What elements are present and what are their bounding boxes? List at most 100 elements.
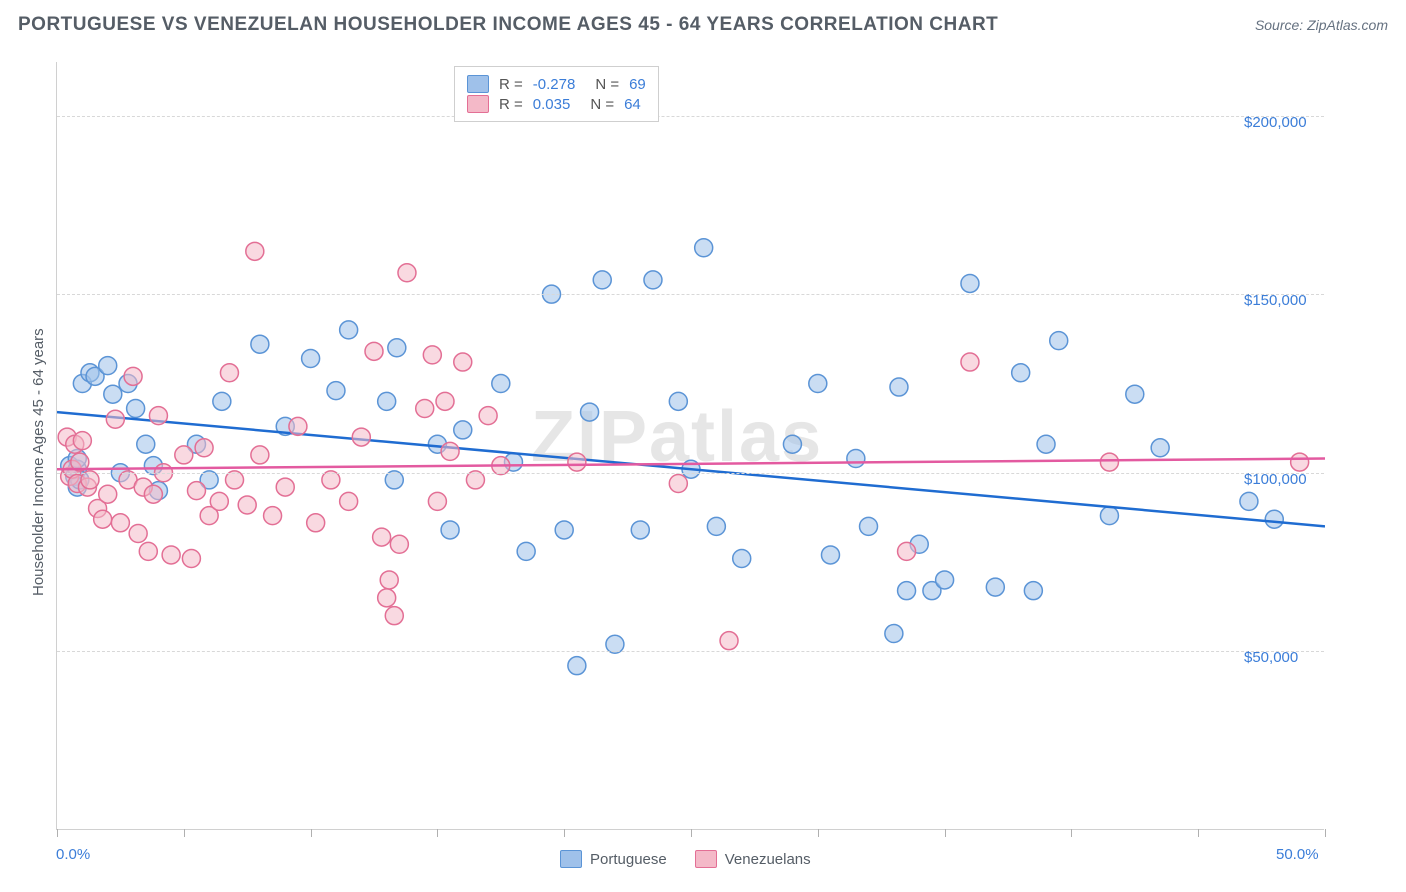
data-point xyxy=(149,407,167,425)
data-point xyxy=(340,321,358,339)
data-point xyxy=(187,482,205,500)
data-point xyxy=(220,364,238,382)
data-point xyxy=(276,478,294,496)
data-point xyxy=(182,550,200,568)
data-point xyxy=(454,421,472,439)
x-tick xyxy=(57,829,58,837)
data-point xyxy=(246,242,264,260)
x-tick xyxy=(945,829,946,837)
x-axis-min-label: 0.0% xyxy=(56,846,90,863)
data-point xyxy=(73,432,91,450)
x-tick xyxy=(437,829,438,837)
data-point xyxy=(129,525,147,543)
x-axis-max-label: 50.0% xyxy=(1276,846,1319,863)
y-tick-label: $100,000 xyxy=(1244,471,1307,488)
data-point xyxy=(1240,492,1258,510)
data-point xyxy=(388,339,406,357)
data-point xyxy=(581,403,599,421)
legend-r-value: 0.035 xyxy=(533,96,571,113)
data-point xyxy=(1265,510,1283,528)
x-tick xyxy=(311,829,312,837)
legend-swatch xyxy=(695,850,717,868)
legend-n-label: N = xyxy=(595,76,619,93)
data-point xyxy=(809,374,827,392)
y-tick-label: $150,000 xyxy=(1244,292,1307,309)
data-point xyxy=(441,442,459,460)
data-point xyxy=(454,353,472,371)
data-point xyxy=(127,399,145,417)
grid-line xyxy=(57,116,1324,117)
x-tick xyxy=(1071,829,1072,837)
x-tick xyxy=(564,829,565,837)
x-tick xyxy=(1198,829,1199,837)
data-point xyxy=(210,492,228,510)
data-point xyxy=(898,542,916,560)
data-point xyxy=(365,342,383,360)
data-point xyxy=(213,392,231,410)
data-point xyxy=(733,550,751,568)
data-point xyxy=(961,274,979,292)
data-point xyxy=(936,571,954,589)
grid-line xyxy=(57,651,1324,652)
data-point xyxy=(517,542,535,560)
legend-n-value: 64 xyxy=(624,96,641,113)
source-attribution: Source: ZipAtlas.com xyxy=(1255,17,1388,33)
data-point xyxy=(479,407,497,425)
data-point xyxy=(428,492,446,510)
data-point xyxy=(144,485,162,503)
data-point xyxy=(1100,507,1118,525)
data-point xyxy=(302,349,320,367)
data-point xyxy=(289,417,307,435)
chart-title: PORTUGUESE VS VENEZUELAN HOUSEHOLDER INC… xyxy=(18,14,998,36)
data-point xyxy=(568,657,586,675)
scatter-plot-svg xyxy=(57,62,1325,830)
data-point xyxy=(847,450,865,468)
grid-line xyxy=(57,473,1324,474)
legend-item: Portuguese xyxy=(560,850,667,868)
series-legend: Portuguese Venezuelans xyxy=(560,850,811,868)
data-point xyxy=(568,453,586,471)
data-point xyxy=(860,517,878,535)
data-point xyxy=(340,492,358,510)
legend-r-value: -0.278 xyxy=(533,76,576,93)
legend-swatch xyxy=(467,75,489,93)
data-point xyxy=(890,378,908,396)
legend-n-label: N = xyxy=(590,96,614,113)
data-point xyxy=(307,514,325,532)
data-point xyxy=(436,392,454,410)
data-point xyxy=(398,264,416,282)
data-point xyxy=(783,435,801,453)
y-axis-title: Householder Income Ages 45 - 64 years xyxy=(30,328,47,596)
data-point xyxy=(669,392,687,410)
x-tick xyxy=(184,829,185,837)
data-point xyxy=(1151,439,1169,457)
data-point xyxy=(378,392,396,410)
legend-swatch xyxy=(560,850,582,868)
legend-row: R = 0.035 N = 64 xyxy=(467,95,646,113)
data-point xyxy=(195,439,213,457)
data-point xyxy=(885,625,903,643)
plot-area: ZIPatlas xyxy=(56,62,1324,830)
x-tick xyxy=(1325,829,1326,837)
data-point xyxy=(385,607,403,625)
legend-r-label: R = xyxy=(499,96,523,113)
data-point xyxy=(251,446,269,464)
data-point xyxy=(593,271,611,289)
data-point xyxy=(139,542,157,560)
legend-item: Venezuelans xyxy=(695,850,811,868)
legend-series-name: Portuguese xyxy=(590,851,667,868)
data-point xyxy=(631,521,649,539)
correlation-legend: R = -0.278N = 69R = 0.035N = 64 xyxy=(454,66,659,122)
data-point xyxy=(327,382,345,400)
x-tick xyxy=(691,829,692,837)
data-point xyxy=(492,374,510,392)
data-point xyxy=(264,507,282,525)
data-point xyxy=(99,485,117,503)
data-point xyxy=(251,335,269,353)
legend-r-label: R = xyxy=(499,76,523,93)
data-point xyxy=(373,528,391,546)
data-point xyxy=(175,446,193,464)
data-point xyxy=(1100,453,1118,471)
y-tick-label: $200,000 xyxy=(1244,114,1307,131)
y-tick-label: $50,000 xyxy=(1244,649,1298,666)
